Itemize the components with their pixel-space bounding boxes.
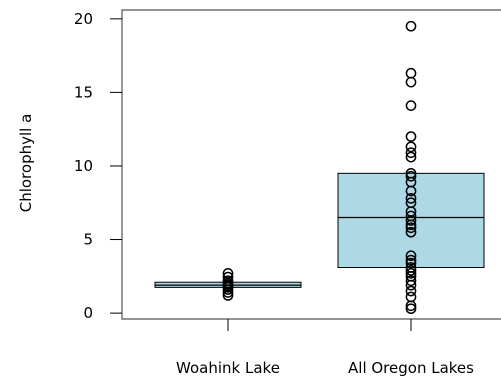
data-point <box>405 219 417 231</box>
data-point <box>222 290 234 301</box>
data-point <box>405 141 417 153</box>
data-point <box>405 226 417 238</box>
x-category-label: All Oregon Lakes <box>348 359 474 377</box>
y-tick-label: 20 <box>74 10 93 28</box>
y-tick-label: 0 <box>83 304 93 322</box>
y-tick-label: 5 <box>83 231 93 249</box>
x-category-label: Woahink Lake <box>176 359 280 377</box>
data-point <box>405 76 417 88</box>
data-point <box>405 250 417 262</box>
y-tick-label: 15 <box>74 83 93 101</box>
data-point <box>405 257 417 269</box>
data-point <box>405 100 417 111</box>
plot-frame <box>121 9 501 320</box>
data-point <box>405 151 417 163</box>
data-point <box>405 291 417 303</box>
data-point <box>405 185 417 197</box>
data-point <box>405 279 417 291</box>
data-point <box>222 287 234 298</box>
data-point <box>405 192 417 204</box>
data-point <box>405 268 417 279</box>
y-tick-label: 10 <box>74 157 93 175</box>
data-point <box>405 131 417 142</box>
data-point <box>405 147 417 159</box>
data-point <box>405 67 417 79</box>
data-point <box>405 275 417 287</box>
data-point <box>405 222 417 234</box>
data-point <box>405 303 417 315</box>
data-point <box>405 254 417 266</box>
data-point <box>405 285 417 297</box>
data-point <box>405 20 417 32</box>
data-point <box>222 284 234 295</box>
data-point <box>405 215 417 226</box>
y-axis-title: Chlorophyll a <box>17 114 35 213</box>
data-point <box>405 300 417 312</box>
data-point <box>405 170 417 182</box>
data-point <box>405 265 417 276</box>
